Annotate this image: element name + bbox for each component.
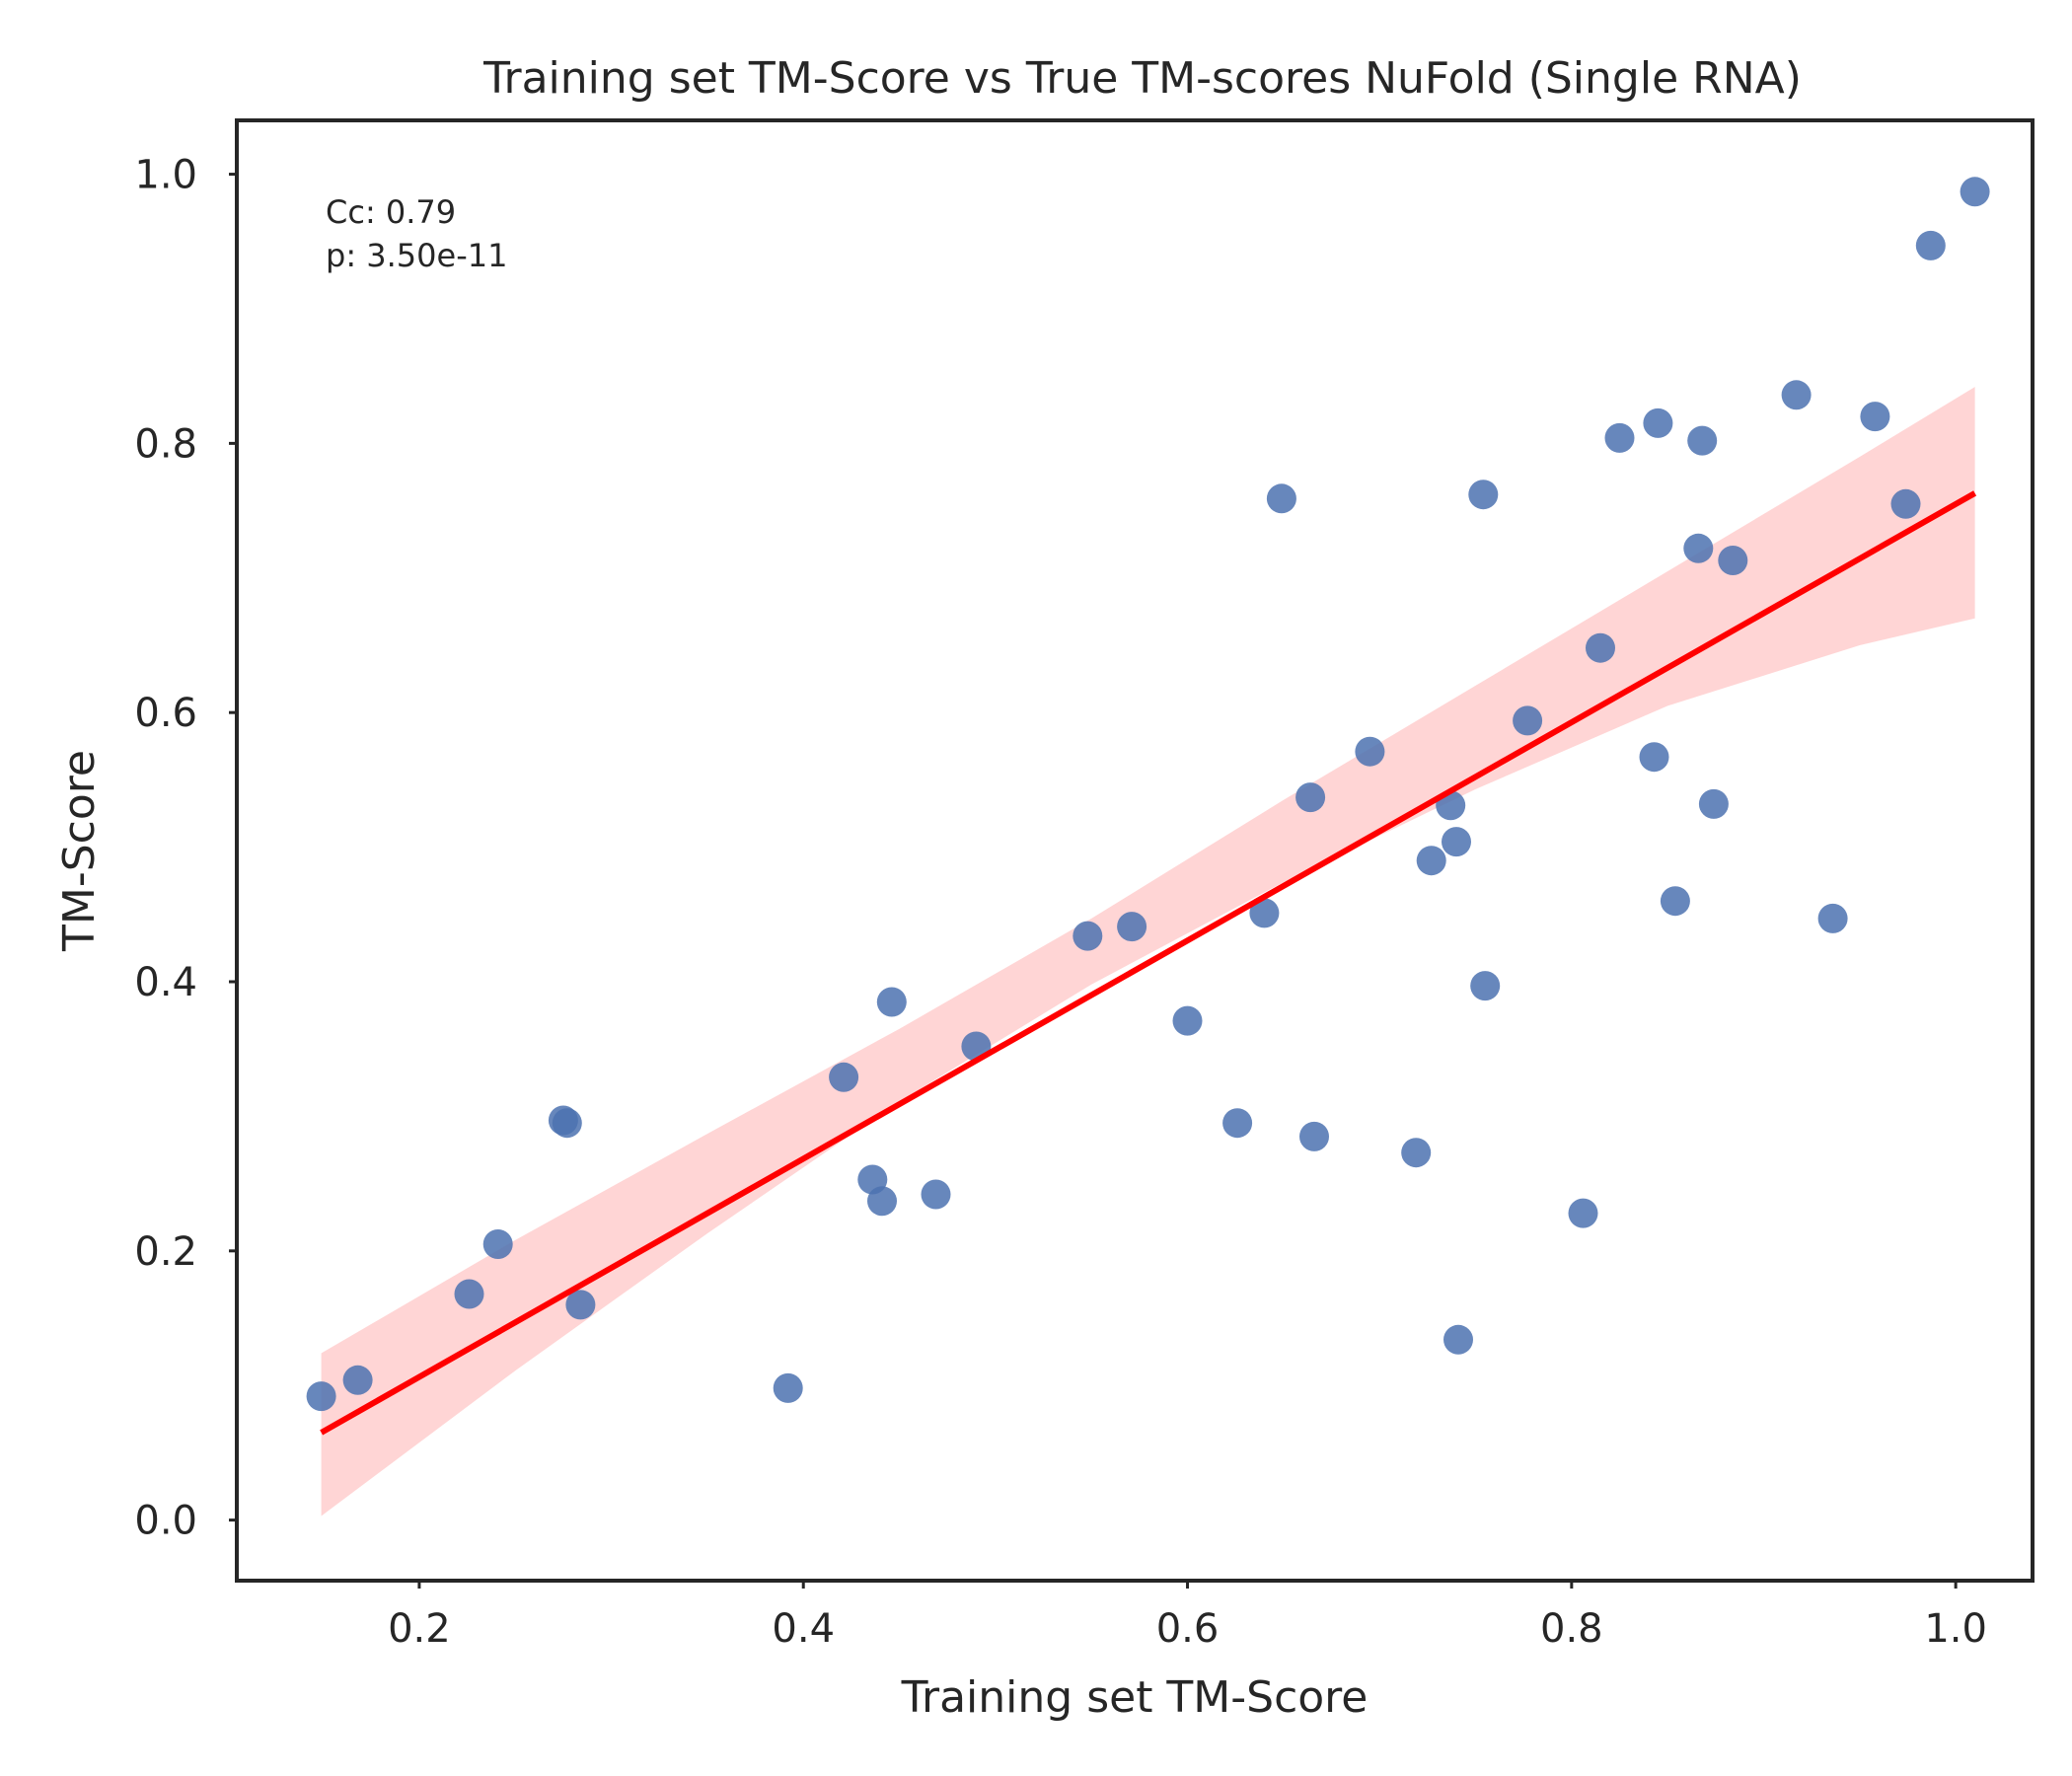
y-tick-label: 0.6 xyxy=(134,691,197,736)
y-tick-label: 0.0 xyxy=(134,1499,197,1544)
data-point xyxy=(1416,846,1446,876)
x-axis-label: Training set TM-Score xyxy=(901,1672,1369,1723)
data-point xyxy=(1355,736,1385,767)
data-point xyxy=(1470,971,1501,1001)
data-point xyxy=(1222,1108,1253,1139)
data-points xyxy=(306,177,1990,1412)
data-point xyxy=(1401,1138,1432,1168)
data-point xyxy=(1915,230,1946,260)
y-axis-ticks: 0.0 0.2 0.4 0.6 0.8 1.0 xyxy=(134,153,237,1544)
x-tick-label: 0.2 xyxy=(388,1606,451,1652)
data-point xyxy=(921,1179,951,1210)
x-tick-label: 0.8 xyxy=(1540,1606,1603,1652)
data-point xyxy=(1698,788,1729,819)
regression-line xyxy=(320,490,1977,1436)
plot-area xyxy=(235,118,2035,1583)
y-tick-label: 0.8 xyxy=(134,421,197,467)
x-axis-ticks: 0.2 0.4 0.6 0.8 1.0 xyxy=(388,1581,1987,1652)
data-point xyxy=(1604,422,1635,453)
data-point xyxy=(1443,1324,1473,1355)
data-point xyxy=(1639,742,1669,773)
data-point xyxy=(1299,1121,1329,1151)
y-tick-label: 0.4 xyxy=(134,960,197,1005)
data-point xyxy=(1683,533,1714,563)
data-point xyxy=(552,1108,582,1139)
data-point xyxy=(773,1372,803,1403)
x-tick-label: 0.4 xyxy=(772,1606,835,1652)
p-value-annotation: p: 3.50e-11 xyxy=(326,237,507,274)
data-point xyxy=(1643,407,1673,438)
data-point xyxy=(1073,921,1103,951)
data-point xyxy=(1442,827,1471,857)
data-point xyxy=(1513,705,1543,736)
data-point xyxy=(306,1381,336,1412)
y-tick-label: 0.2 xyxy=(134,1229,197,1275)
data-point xyxy=(565,1290,596,1320)
data-point xyxy=(1860,402,1890,432)
data-point xyxy=(1781,380,1812,410)
data-point xyxy=(1660,886,1690,917)
data-point xyxy=(482,1229,513,1259)
data-point xyxy=(1817,903,1848,933)
data-point xyxy=(829,1062,859,1092)
data-point xyxy=(1172,1005,1203,1036)
data-point xyxy=(1117,912,1147,942)
data-point xyxy=(1960,177,1990,207)
data-point xyxy=(1468,480,1499,510)
data-point xyxy=(876,987,907,1017)
data-point xyxy=(1890,488,1921,519)
data-point xyxy=(1718,546,1748,575)
plot-frame xyxy=(235,118,2035,1583)
y-tick-label: 1.0 xyxy=(134,153,197,198)
chart-title: Training set TM-Score vs True TM-scores … xyxy=(482,53,1802,104)
data-point xyxy=(1586,632,1615,663)
correlation-annotation: Cc: 0.79 xyxy=(326,193,456,231)
data-point xyxy=(867,1186,897,1217)
confidence-band xyxy=(321,387,1975,1517)
data-point xyxy=(454,1279,484,1309)
x-tick-label: 0.6 xyxy=(1156,1606,1220,1652)
data-point xyxy=(1249,898,1280,928)
data-point xyxy=(342,1365,373,1395)
data-point xyxy=(1295,782,1326,813)
data-point xyxy=(1568,1198,1598,1228)
data-point xyxy=(1266,483,1296,514)
data-point xyxy=(1687,425,1718,456)
x-tick-label: 1.0 xyxy=(1924,1606,1987,1652)
y-axis-label: TM-Score xyxy=(54,750,105,952)
